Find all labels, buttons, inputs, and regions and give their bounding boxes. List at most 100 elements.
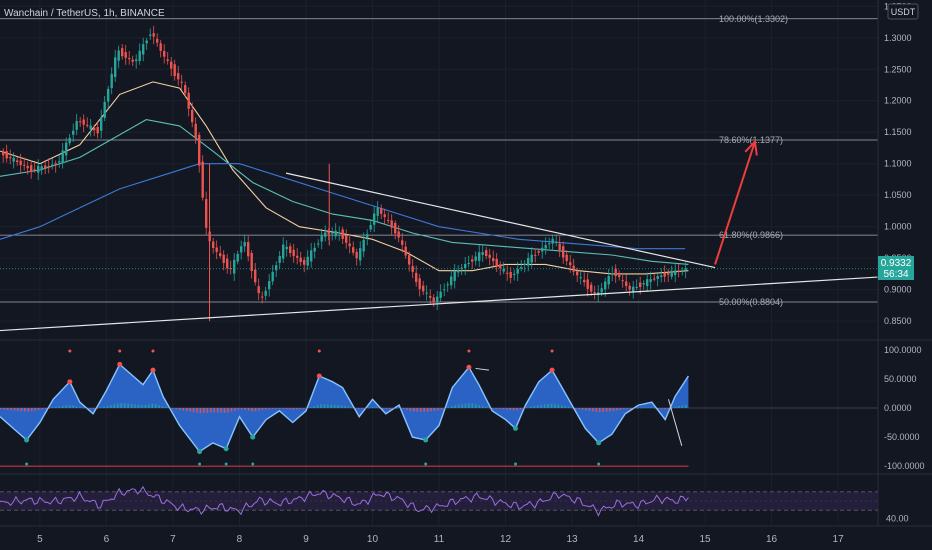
oscillator-histogram-bar	[41, 408, 43, 410]
candle-body	[177, 73, 180, 80]
oscillator-histogram-bar	[351, 407, 353, 409]
oscillator-histogram-bar	[413, 408, 415, 412]
oscillator-histogram-bar	[282, 408, 284, 409]
oscillator-histogram-bar	[316, 404, 319, 408]
candle-body	[114, 57, 117, 78]
oscillator-histogram-bar	[234, 408, 236, 411]
oscillator-histogram-bar	[275, 408, 277, 409]
candle-body	[390, 220, 393, 228]
candle-body	[474, 256, 477, 261]
candle-body	[16, 160, 19, 163]
oscillator-signal-dot	[24, 437, 30, 443]
oscillator-histogram-bar	[165, 407, 167, 408]
candle-body	[548, 243, 551, 245]
oscillator-histogram-bar	[664, 408, 666, 410]
oscillator-histogram-bar	[636, 407, 639, 409]
oscillator-histogram-bar	[578, 408, 580, 409]
candle-body	[317, 243, 320, 245]
oscillator-histogram-bar	[110, 405, 112, 408]
oscillator-histogram-bar	[199, 408, 202, 414]
candle-body	[579, 277, 582, 279]
last-price-value: 0.9332	[881, 258, 912, 269]
candle-body	[387, 219, 390, 221]
candle-body	[397, 231, 400, 238]
candle-body	[264, 290, 267, 296]
oscillator-histogram-bar	[426, 408, 429, 412]
candle-body	[432, 297, 435, 303]
rsi-line	[0, 485, 689, 517]
oscillator-histogram-bar	[684, 404, 687, 408]
oscillator-histogram-bar	[550, 403, 553, 408]
oscillator-signal-dot	[596, 440, 602, 446]
candle-body	[359, 248, 362, 261]
oscillator-histogram-bar	[409, 408, 412, 411]
oscillator-histogram-bar	[444, 408, 446, 409]
candle-body	[222, 254, 225, 263]
oscillator-histogram-bar	[681, 405, 684, 408]
candle-body	[450, 276, 453, 286]
candle-body	[247, 241, 250, 257]
oscillator-histogram-bar	[323, 404, 326, 408]
candle-body	[656, 275, 659, 279]
currency-label: USDT	[891, 7, 916, 17]
candle-body	[436, 296, 439, 303]
candle-body	[75, 121, 78, 130]
fibonacci-retracement[interactable]: 100.00%(1.3302) 78.60%(1.1377) 61.80%(0.98…	[0, 14, 878, 307]
oscillator-histogram-bar	[678, 406, 680, 408]
candle-body	[558, 243, 561, 251]
time-axis[interactable]: 5 6 7 8 9 10 11 12 13 14 15 16 17	[37, 534, 844, 545]
oscillator-histogram-bar	[402, 408, 405, 409]
currency-badge[interactable]: USDT	[887, 3, 919, 20]
projection-arrowhead[interactable]	[744, 139, 758, 156]
projection-arrow[interactable]	[714, 141, 756, 265]
oscillator-histogram-bar	[516, 408, 518, 411]
oscillator-histogram-bar	[475, 404, 477, 408]
candle-body	[625, 281, 628, 287]
oscillator-signal-dot	[512, 425, 518, 431]
oscillator-histogram-bar	[430, 408, 432, 412]
candle-body	[429, 296, 432, 298]
oscillator-histogram-bar	[485, 406, 487, 408]
oscillator-marker-dot	[550, 349, 554, 353]
candle-body	[215, 247, 218, 252]
candle-body	[19, 160, 22, 166]
candle-body	[590, 284, 593, 292]
candle-body	[516, 269, 519, 274]
candle-body	[128, 58, 131, 60]
candle-body	[635, 286, 638, 288]
oscillator-histogram-bar	[523, 408, 525, 409]
candle-body	[457, 270, 460, 273]
oscillator-histogram-bar	[543, 404, 546, 408]
candle-body	[12, 157, 15, 162]
candle-body	[44, 165, 47, 168]
oscillator-histogram-bar	[378, 407, 381, 409]
oscillator-histogram-bar	[357, 408, 360, 409]
candle-body	[103, 101, 106, 118]
candle-body	[555, 241, 558, 243]
oscillator-histogram-bar	[657, 408, 660, 409]
oscillator-histogram-bar	[237, 408, 240, 410]
oscillator-histogram-bar	[92, 408, 95, 409]
oscillator-histogram-bar	[86, 407, 88, 409]
candle-body	[373, 213, 376, 225]
drawing-annotations[interactable]	[0, 139, 879, 332]
oscillator-histogram-bar	[616, 408, 618, 411]
candle-body	[628, 285, 631, 290]
oscillator-histogram-bar	[450, 406, 453, 408]
oscillator-marker-dot	[251, 462, 255, 466]
oscillator-histogram-bar	[103, 406, 105, 408]
fib-level-label: 100.00%(1.3302)	[719, 14, 788, 24]
oscillator-histogram-bar	[44, 408, 47, 409]
candle-body	[355, 252, 358, 259]
oscillator-histogram-bar	[330, 404, 333, 408]
trendline[interactable]	[0, 276, 879, 332]
oscillator-histogram-bar	[650, 407, 653, 409]
oscillator-histogram-bar	[671, 407, 673, 409]
candle-body	[527, 257, 530, 266]
trendline[interactable]	[285, 172, 716, 269]
price-tick-label: 1.2500	[884, 64, 912, 74]
oscillator-histogram-bar	[588, 408, 591, 411]
candle-body	[513, 273, 516, 275]
